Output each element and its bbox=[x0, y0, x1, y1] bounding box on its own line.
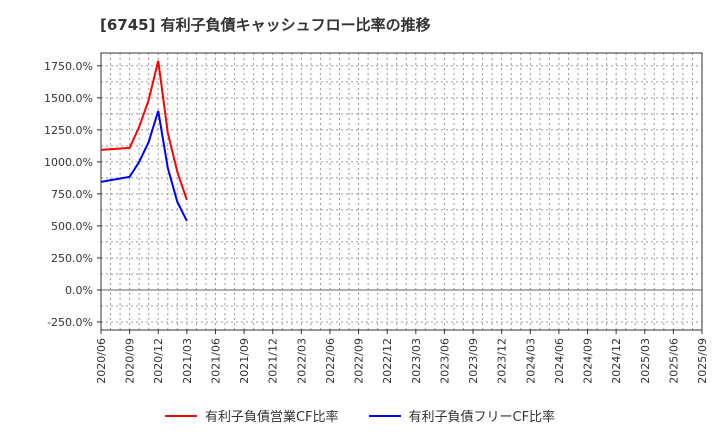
x-tick-label: 2020/12 bbox=[152, 338, 165, 384]
x-tick-label: 2024/12 bbox=[610, 338, 623, 384]
legend-swatch-blue bbox=[368, 414, 401, 417]
x-tick-label: 2020/09 bbox=[124, 338, 137, 384]
x-tick-label: 2023/09 bbox=[467, 338, 480, 384]
x-tick-label: 2025/03 bbox=[639, 338, 652, 384]
legend-item-operating-cf: 有利子負債営業CF比率 bbox=[164, 406, 339, 425]
x-tick-label: 2024/06 bbox=[553, 338, 566, 384]
y-tick-label: 750.0% bbox=[51, 188, 93, 201]
x-tick-label: 2022/12 bbox=[381, 338, 394, 384]
plot-border bbox=[100, 52, 703, 331]
legend-label: 有利子負債フリーCF比率 bbox=[408, 410, 556, 425]
x-tick-label: 2021/09 bbox=[238, 338, 251, 384]
legend-label: 有利子負債営業CF比率 bbox=[204, 410, 339, 425]
x-tick-label: 2024/03 bbox=[524, 338, 537, 384]
x-tick-label: 2023/12 bbox=[496, 338, 509, 384]
y-tick-label: 1750.0% bbox=[44, 60, 93, 73]
x-tick-label: 2021/12 bbox=[267, 338, 280, 384]
series-line-0 bbox=[100, 60, 188, 201]
x-tick-label: 2024/09 bbox=[582, 338, 595, 384]
x-tick-label: 2025/09 bbox=[696, 338, 709, 384]
x-tick-label: 2022/09 bbox=[353, 338, 366, 384]
legend: 有利子負債営業CF比率 有利子負債フリーCF比率 bbox=[0, 406, 720, 425]
y-tick-label: -250.0% bbox=[47, 316, 93, 329]
y-tick-label: 1500.0% bbox=[44, 92, 93, 105]
x-tick-label: 2022/06 bbox=[324, 338, 337, 384]
y-tick-label: 1250.0% bbox=[44, 124, 93, 137]
legend-swatch-red bbox=[164, 414, 197, 417]
x-tick-label: 2021/06 bbox=[209, 338, 222, 384]
y-tick-label: 1000.0% bbox=[44, 156, 93, 169]
x-tick-label: 2023/06 bbox=[438, 338, 451, 384]
series-line-1 bbox=[100, 110, 188, 222]
x-tick-label: 2023/03 bbox=[410, 338, 423, 384]
y-tick-label: 250.0% bbox=[51, 252, 93, 265]
x-tick-label: 2022/03 bbox=[295, 338, 308, 384]
chart-title: [6745] 有利子負債キャッシュフロー比率の推移 bbox=[100, 16, 431, 34]
y-tick-label: 0.0% bbox=[65, 284, 93, 297]
x-tick-label: 2020/06 bbox=[95, 338, 108, 384]
x-tick-label: 2021/03 bbox=[181, 338, 194, 384]
legend-item-free-cf: 有利子負債フリーCF比率 bbox=[368, 406, 556, 425]
x-tick-label: 2025/06 bbox=[667, 338, 680, 384]
y-tick-label: 500.0% bbox=[51, 220, 93, 233]
